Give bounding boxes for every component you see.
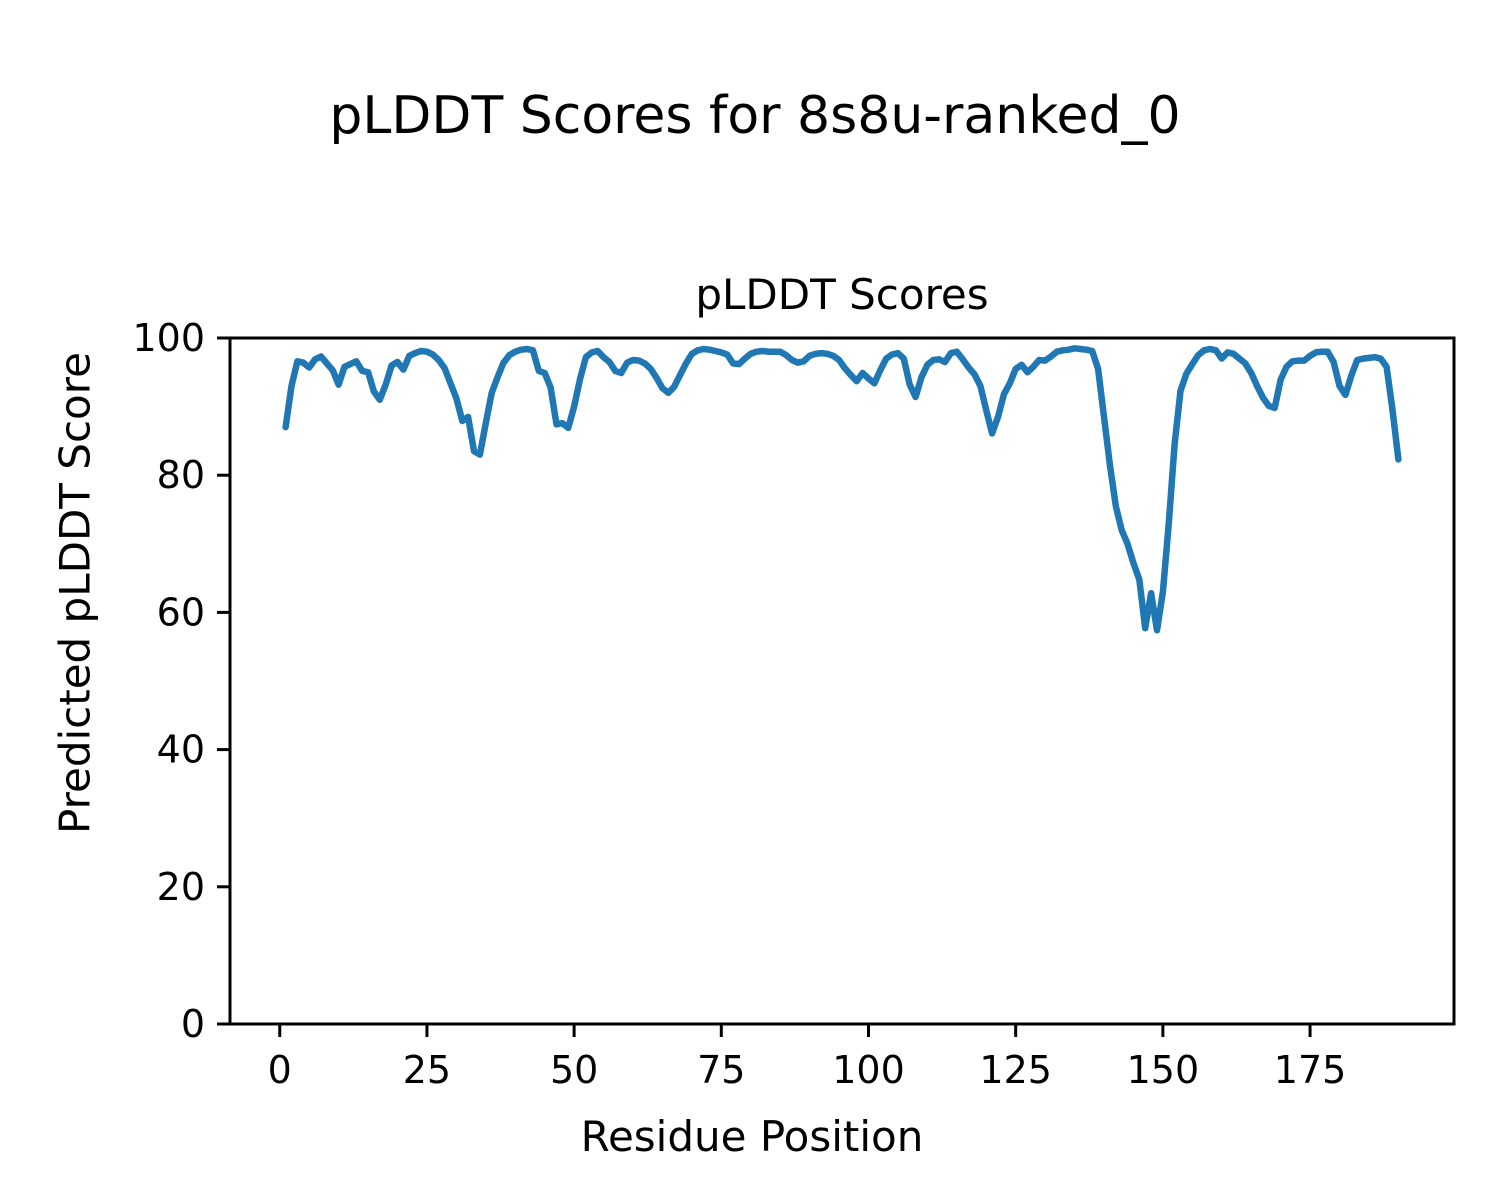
y-tick-label: 40 [157,728,205,772]
y-tick-label: 60 [157,590,205,634]
x-tick-label: 125 [979,1048,1052,1092]
x-tick-label: 100 [832,1048,905,1092]
axes-title: pLDDT Scores [695,270,989,319]
y-tick-label: 100 [132,316,205,360]
x-tick-label: 175 [1274,1048,1347,1092]
x-tick-label: 50 [550,1048,598,1092]
axes-frame [228,336,1456,1026]
y-tick-label: 0 [181,1002,205,1046]
y-tick-label: 80 [157,453,205,497]
x-tick-label: 75 [697,1048,745,1092]
x-tick-label: 25 [403,1048,451,1092]
x-axis-label: Residue Position [580,1112,924,1161]
figure-suptitle: pLDDT Scores for 8s8u-ranked_0 [329,86,1181,146]
x-tick-label: 0 [268,1048,292,1092]
y-axis-label: Predicted pLDDT Score [50,352,100,834]
y-tick-label: 20 [157,865,205,909]
x-tick-label: 150 [1127,1048,1200,1092]
plddt-line [282,345,1402,634]
